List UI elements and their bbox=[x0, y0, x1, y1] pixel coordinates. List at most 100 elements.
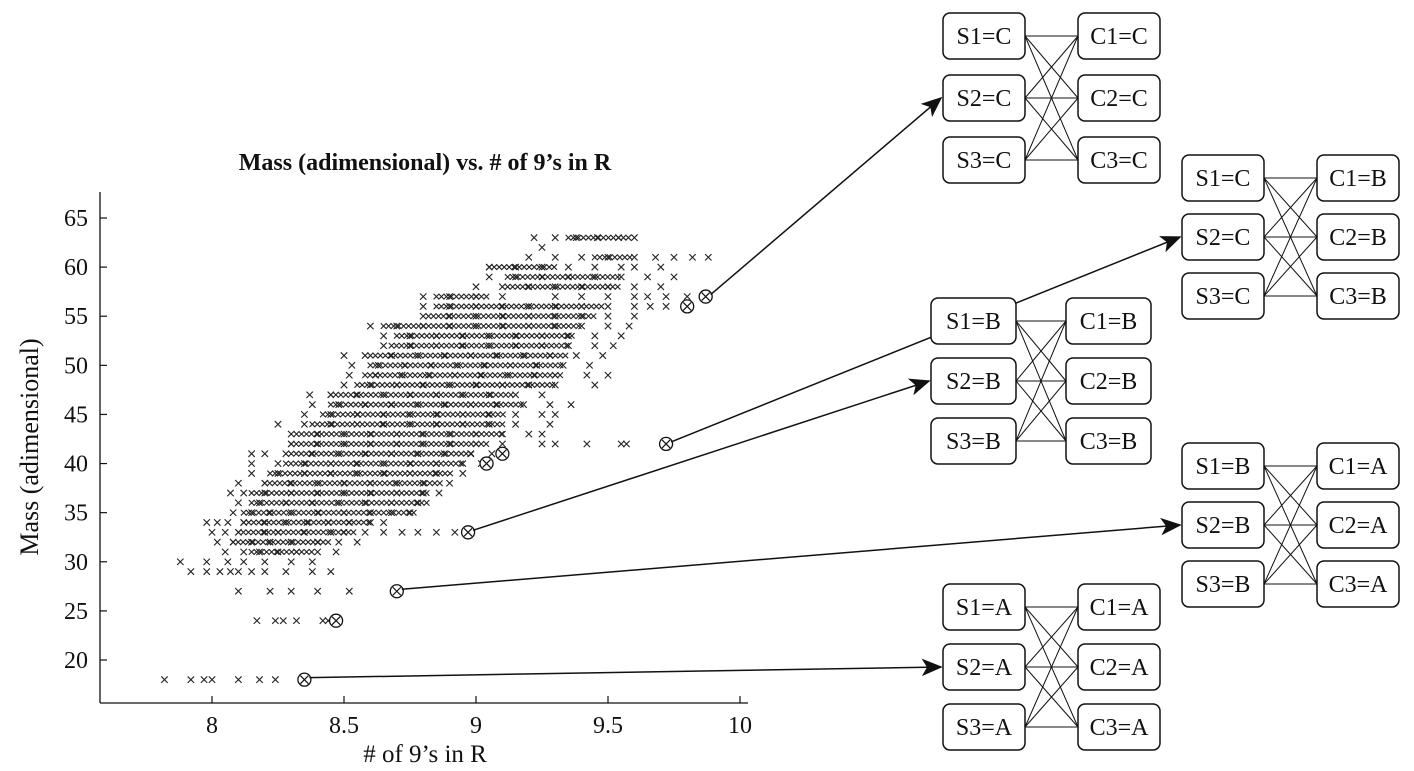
data-point bbox=[443, 303, 450, 310]
data-point bbox=[408, 440, 415, 448]
data-point bbox=[335, 401, 343, 409]
data-point bbox=[399, 381, 406, 389]
data-point bbox=[407, 401, 414, 408]
data-point bbox=[358, 450, 365, 457]
data-point bbox=[473, 430, 480, 438]
data-point bbox=[308, 499, 315, 507]
data-point bbox=[448, 440, 455, 448]
data-point bbox=[551, 234, 559, 242]
data-point bbox=[591, 332, 599, 340]
data-point bbox=[538, 342, 545, 349]
data-point bbox=[438, 342, 445, 349]
data-point bbox=[574, 283, 581, 290]
data-point bbox=[335, 499, 343, 507]
data-point bbox=[385, 322, 392, 330]
data-point bbox=[525, 253, 533, 261]
data-point bbox=[431, 470, 439, 477]
data-point bbox=[395, 322, 402, 330]
data-point bbox=[306, 470, 314, 477]
data-point bbox=[406, 420, 414, 428]
data-point bbox=[362, 391, 369, 398]
data-point bbox=[387, 391, 394, 398]
data-point bbox=[258, 499, 265, 507]
data-point bbox=[457, 391, 464, 398]
data-point bbox=[388, 440, 395, 448]
data-point bbox=[539, 273, 546, 281]
data-point bbox=[493, 430, 500, 438]
data-point bbox=[459, 411, 467, 418]
data-point bbox=[579, 283, 586, 290]
data-point bbox=[538, 303, 545, 310]
data-point bbox=[358, 499, 365, 507]
data-point bbox=[443, 342, 450, 349]
data-point bbox=[472, 312, 480, 320]
data-point bbox=[555, 313, 562, 320]
data-point bbox=[498, 440, 506, 448]
data-point bbox=[403, 332, 410, 340]
data-point bbox=[340, 440, 348, 448]
data-point bbox=[614, 283, 621, 290]
data-point bbox=[511, 371, 519, 379]
data-point bbox=[483, 440, 490, 448]
data-point bbox=[380, 518, 388, 527]
data-point bbox=[508, 303, 515, 310]
data-point bbox=[469, 421, 476, 428]
data-point bbox=[447, 352, 454, 359]
data-point bbox=[432, 362, 439, 369]
data-point bbox=[398, 332, 405, 340]
client-node-label: C2=A bbox=[1090, 655, 1150, 681]
data-point bbox=[287, 558, 295, 566]
data-point bbox=[466, 371, 474, 379]
data-point bbox=[437, 362, 444, 369]
data-point bbox=[282, 460, 290, 467]
data-point bbox=[510, 322, 517, 330]
data-point bbox=[512, 263, 520, 271]
data-point bbox=[524, 283, 531, 290]
data-point bbox=[362, 401, 369, 408]
data-point bbox=[408, 430, 415, 438]
data-point bbox=[310, 529, 317, 536]
x-tick-label: 9 bbox=[470, 713, 482, 739]
source-node-label: S2=C bbox=[957, 86, 1012, 112]
data-point bbox=[310, 519, 317, 526]
data-point bbox=[323, 499, 330, 507]
data-point bbox=[388, 342, 395, 349]
data-point bbox=[596, 254, 603, 261]
data-point bbox=[490, 313, 497, 320]
data-point bbox=[467, 362, 474, 369]
data-point bbox=[497, 362, 504, 369]
connector-arrow bbox=[401, 517, 1182, 590]
data-point bbox=[565, 322, 572, 330]
y-tick-label: 30 bbox=[64, 550, 88, 576]
data-point bbox=[463, 303, 470, 310]
data-point bbox=[313, 430, 320, 438]
source-node bbox=[1181, 560, 1265, 608]
data-point bbox=[433, 430, 440, 438]
data-point bbox=[314, 587, 322, 595]
data-point bbox=[358, 440, 365, 448]
data-point bbox=[292, 617, 301, 625]
data-point bbox=[392, 362, 399, 369]
data-point bbox=[345, 509, 352, 516]
client-node bbox=[1077, 12, 1161, 60]
data-point bbox=[515, 313, 522, 320]
data-point bbox=[472, 362, 479, 369]
data-point bbox=[568, 332, 575, 340]
data-point bbox=[453, 303, 460, 310]
data-point bbox=[413, 440, 420, 448]
client-node-label: C1=C bbox=[1090, 24, 1148, 50]
data-point bbox=[398, 342, 405, 349]
data-point bbox=[479, 411, 487, 418]
data-point bbox=[407, 391, 414, 398]
data-point bbox=[478, 332, 485, 340]
data-point bbox=[583, 303, 590, 310]
data-point bbox=[538, 332, 545, 340]
data-point bbox=[553, 303, 560, 310]
data-point bbox=[354, 381, 361, 389]
data-point bbox=[454, 381, 461, 389]
data-point bbox=[545, 313, 552, 320]
data-point bbox=[387, 509, 396, 517]
data-point bbox=[437, 460, 445, 467]
data-point bbox=[622, 440, 631, 448]
